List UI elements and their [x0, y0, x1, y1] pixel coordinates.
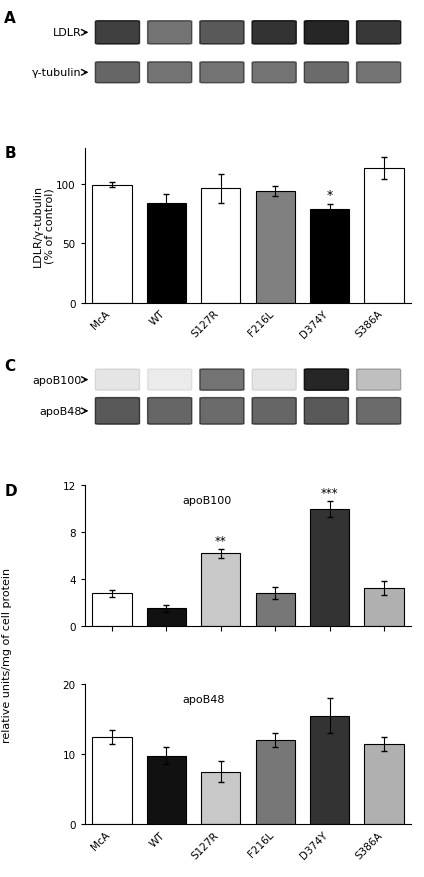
FancyBboxPatch shape [357, 398, 401, 424]
FancyBboxPatch shape [357, 22, 401, 45]
FancyBboxPatch shape [95, 369, 139, 391]
Text: D: D [4, 483, 17, 498]
Bar [147, 203, 186, 303]
Bar [310, 210, 349, 303]
Bar [256, 740, 295, 824]
FancyBboxPatch shape [252, 22, 296, 45]
Text: γ-tubulin: γ-tubulin [32, 68, 81, 78]
FancyBboxPatch shape [148, 22, 192, 45]
FancyBboxPatch shape [304, 63, 349, 83]
Bar [310, 510, 349, 626]
Y-axis label: LDLR/γ-tubulin
(% of control): LDLR/γ-tubulin (% of control) [33, 185, 55, 267]
FancyBboxPatch shape [304, 22, 349, 45]
Bar [365, 169, 404, 303]
FancyBboxPatch shape [252, 369, 296, 391]
FancyBboxPatch shape [200, 63, 244, 83]
Text: apoB48: apoB48 [39, 406, 81, 417]
FancyBboxPatch shape [357, 369, 401, 391]
Text: *: * [326, 189, 333, 203]
Bar [147, 609, 186, 626]
Bar [201, 189, 240, 303]
FancyBboxPatch shape [148, 398, 192, 424]
FancyBboxPatch shape [95, 398, 139, 424]
Text: apoB100: apoB100 [32, 375, 81, 385]
Bar [147, 756, 186, 824]
FancyBboxPatch shape [148, 369, 192, 391]
FancyBboxPatch shape [357, 63, 401, 83]
FancyBboxPatch shape [200, 369, 244, 391]
FancyBboxPatch shape [304, 398, 349, 424]
Text: A: A [4, 11, 16, 25]
Text: relative units/mg of cell protein: relative units/mg of cell protein [2, 567, 12, 743]
Bar [310, 716, 349, 824]
FancyBboxPatch shape [148, 63, 192, 83]
Bar [256, 191, 295, 303]
FancyBboxPatch shape [95, 63, 139, 83]
Bar [92, 737, 131, 824]
FancyBboxPatch shape [200, 398, 244, 424]
Text: apoB100: apoB100 [183, 496, 232, 506]
Bar [201, 553, 240, 626]
Bar [201, 772, 240, 824]
FancyBboxPatch shape [252, 63, 296, 83]
FancyBboxPatch shape [200, 22, 244, 45]
Text: ***: *** [321, 487, 338, 499]
Bar [92, 186, 131, 303]
FancyBboxPatch shape [304, 369, 349, 391]
Text: **: ** [215, 534, 227, 547]
Text: apoB48: apoB48 [183, 694, 225, 704]
Text: B: B [4, 146, 16, 161]
FancyBboxPatch shape [252, 398, 296, 424]
Text: C: C [4, 359, 15, 374]
FancyBboxPatch shape [95, 22, 139, 45]
Bar [365, 588, 404, 626]
Bar [92, 594, 131, 626]
Text: LDLR: LDLR [53, 28, 81, 39]
Bar [256, 594, 295, 626]
Bar [365, 744, 404, 824]
